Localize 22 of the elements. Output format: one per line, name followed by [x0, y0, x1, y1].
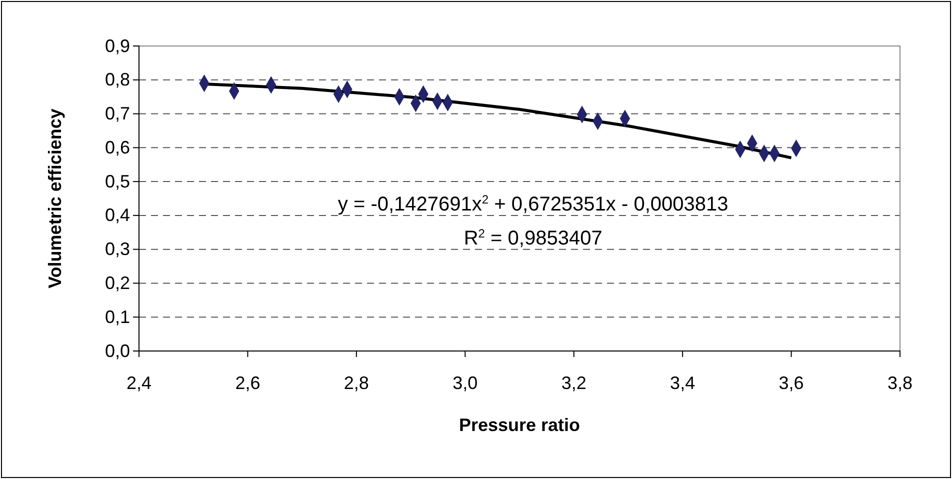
- y-tick-label: 0,9: [104, 36, 130, 56]
- y-tick-label: 0,3: [104, 239, 130, 260]
- y-tick-label: 0,0: [104, 340, 130, 361]
- y-tick-label: 0,2: [104, 272, 130, 293]
- x-tick-label: 3,4: [670, 372, 696, 393]
- annotation: R$^{2}$ = 0,9853407: [464, 226, 602, 250]
- y-tick-label: 0,5: [104, 171, 130, 192]
- x-tick-label: 3,8: [887, 372, 913, 393]
- x-tick-label: 3,2: [561, 372, 586, 393]
- x-axis-title: Pressure ratio: [458, 415, 580, 435]
- y-tick-label: 0,7: [104, 104, 130, 124]
- x-tick-label: 2,8: [344, 372, 369, 393]
- y-tick-label: 0,6: [104, 137, 130, 158]
- x-tick-label: 3,0: [452, 372, 478, 393]
- y-tick-label: 0,4: [104, 205, 130, 226]
- x-tick-label: 2,4: [126, 372, 152, 393]
- x-tick-label: 2,6: [235, 372, 260, 393]
- x-tick-label: 3,6: [778, 372, 804, 393]
- y-tick-label: 0,8: [104, 70, 130, 90]
- annotation: y = -0,1427691x$^{2}$ + 0,6725351x - 0,0003813: [338, 192, 728, 216]
- y-tick-label: 0,1: [104, 306, 130, 327]
- y-axis-title: Volumetric efficiency: [45, 108, 65, 288]
